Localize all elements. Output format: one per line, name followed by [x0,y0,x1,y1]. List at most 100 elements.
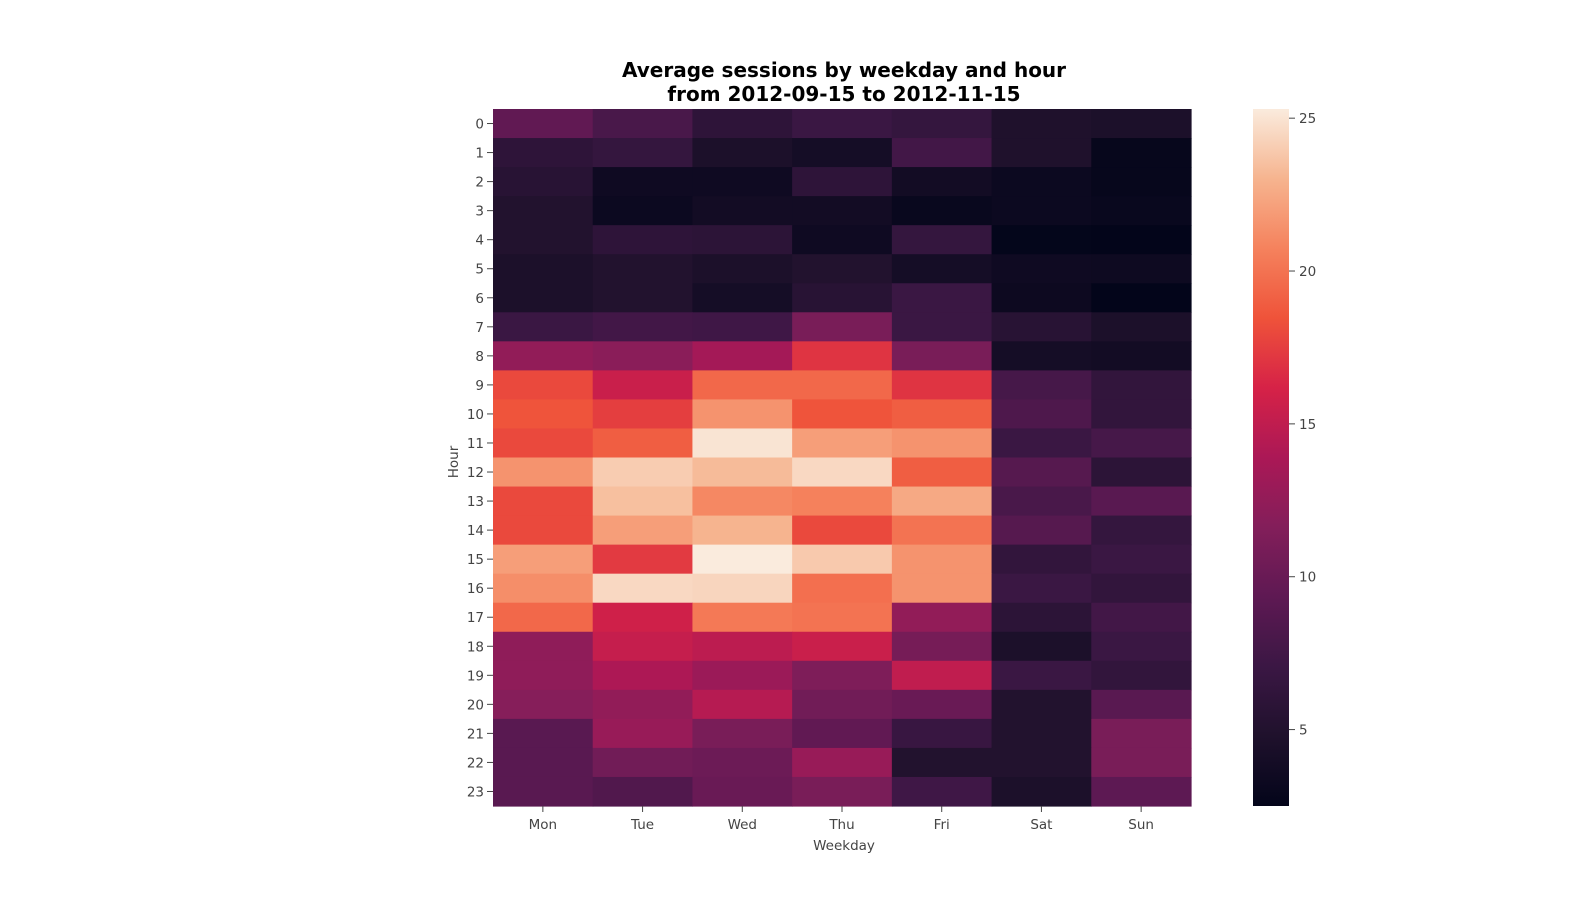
heatmap-cell [792,109,893,139]
heatmap-cell [692,225,793,255]
heatmap-cell [792,341,893,371]
y-tick-label: 14 [467,523,484,539]
heatmap-cell [1091,399,1192,430]
heatmap-cell [1091,225,1192,255]
heatmap-cell [592,776,694,807]
heatmap-cell [792,312,893,342]
heatmap-cell [1091,660,1192,691]
colorbar-tick-label: 20 [1299,264,1316,280]
y-tick-label: 16 [467,581,484,597]
heatmap-cell [991,399,1092,430]
heatmap-cell [493,689,594,720]
heatmap-cell [1091,515,1192,546]
heatmap-cell [991,225,1092,255]
chart-title: Average sessions by weekday and hour [622,58,1066,82]
heatmap-cell [792,718,893,749]
heatmap-cell [991,167,1092,197]
heatmap-cell [493,515,594,546]
heatmap-cell [891,167,993,197]
heatmap-cell [991,602,1092,633]
heatmap-cell [1091,167,1192,197]
heatmap-cell [792,486,893,517]
heatmap-cell [1091,486,1192,517]
heatmap-cell [891,399,993,430]
heatmap-cell [592,718,694,749]
heatmap-cell [1091,544,1192,575]
heatmap-cell [991,283,1092,313]
heatmap-cell [692,660,793,691]
heatmap-cell [792,254,893,284]
y-tick-label: 6 [475,291,484,307]
heatmap-cell [493,196,594,226]
heatmap-cell [692,718,793,749]
heatmap-cell [692,312,793,342]
heatmap-cell [792,370,893,401]
y-tick-label: 7 [475,320,484,336]
chart-subtitle: from 2012-09-15 to 2012-11-15 [667,82,1020,106]
heatmap-cell [493,428,594,459]
heatmap-cell [493,747,594,778]
heatmap-cell [1091,631,1192,662]
heatmap-cell [592,747,694,778]
heatmap-cell [1091,747,1192,778]
heatmap-cell [792,515,893,546]
heatmap-cell [991,254,1092,284]
heatmap-cell [692,109,793,139]
heatmap-cell [493,602,594,633]
heatmap-cell [1091,341,1192,371]
heatmap-cell [891,109,993,139]
colorbar-tick-label: 15 [1299,417,1316,433]
heatmap-cell [991,457,1092,488]
heatmap-cell [592,312,694,342]
y-tick-label: 0 [475,117,484,133]
heatmap-cell [493,312,594,342]
heatmap-cell [592,689,694,720]
x-tick-label: Mon [529,817,557,833]
y-tick-label: 17 [467,610,484,626]
heatmap-cell [592,515,694,546]
heatmap-cell [991,515,1092,546]
heatmap-cell [493,718,594,749]
y-tick-label: 9 [475,378,484,394]
colorbar-tick-label: 25 [1299,111,1316,127]
heatmap-cell [991,660,1092,691]
heatmap-cell [592,283,694,313]
heatmap-cell [792,428,893,459]
heatmap-cell [991,718,1092,749]
heatmap-cell [792,573,893,604]
y-tick-label: 4 [475,233,484,249]
heatmap-cell [891,544,993,575]
heatmap-cell [592,399,694,430]
heatmap-cell [493,660,594,691]
y-tick-label: 15 [467,552,484,568]
x-tick-label: Thu [828,817,854,833]
heatmap-cell [891,602,993,633]
heatmap-cell [891,283,993,313]
heatmap-cell [891,689,993,720]
y-tick-label: 23 [467,784,484,800]
heatmap-cell [891,254,993,284]
heatmap-cell [493,631,594,662]
heatmap-cell [991,573,1092,604]
y-tick-label: 1 [475,146,484,162]
heatmap-cell [1091,138,1192,168]
heatmap-cell [991,341,1092,371]
y-tick-label: 22 [467,755,484,771]
heatmap-cell [792,283,893,313]
y-tick-label: 3 [475,204,484,220]
heatmap-cell [493,457,594,488]
y-tick-label: 13 [467,494,484,510]
heatmap-cell [792,544,893,575]
heatmap-cell [592,254,694,284]
y-tick-label: 5 [475,262,484,278]
heatmap-cell [1091,718,1192,749]
y-tick-label: 20 [467,697,484,713]
heatmap-cell [692,631,793,662]
heatmap-cell [493,283,594,313]
heatmap-cell [493,544,594,575]
heatmap-cell [792,660,893,691]
heatmap-cell [592,109,694,139]
heatmap-cell [493,776,594,807]
